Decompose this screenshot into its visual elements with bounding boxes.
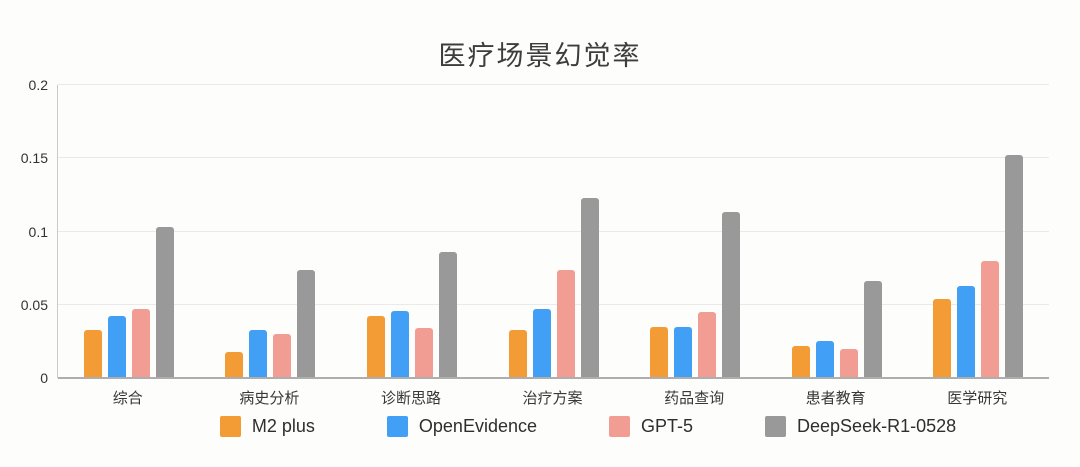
legend-item: M2 plus (219, 416, 315, 437)
legend-item: DeepSeek-R1-0528 (765, 416, 956, 437)
plot-area (57, 84, 1049, 379)
bar-group-4 (483, 85, 625, 378)
bar (155, 227, 174, 378)
gridline-0.15 (58, 157, 1049, 159)
legend-swatch-icon (219, 416, 241, 437)
bar (556, 269, 575, 378)
bar (722, 212, 741, 378)
bar-group-7 (907, 85, 1049, 378)
bar (508, 329, 527, 378)
gridline-0.1 (58, 230, 1049, 232)
bar (1005, 155, 1024, 378)
legend-label: DeepSeek-R1-0528 (797, 416, 957, 436)
bar (390, 310, 409, 378)
bar (839, 348, 858, 378)
legend-label: OpenEvidence (418, 416, 537, 436)
bar (580, 197, 599, 378)
bar-groups (58, 85, 1049, 378)
legend-label: GPT-5 (641, 416, 694, 436)
x-axis-tick-labels: 综合 病史分析 诊断思路 治疗方案 药品查询 患者教育 医学研究 (57, 387, 1048, 408)
bar (698, 312, 717, 378)
y-tick-label: 0 (40, 370, 48, 386)
x-axis-line (58, 377, 1049, 379)
bar (863, 281, 882, 378)
bar (791, 345, 810, 378)
x-tick-label: 综合 (112, 390, 143, 407)
y-tick-label: 0.1 (28, 223, 48, 240)
legend-swatch-icon (386, 416, 408, 437)
bar (532, 309, 551, 378)
bar (131, 309, 150, 378)
bar (366, 316, 385, 378)
legend: M2 plus OpenEvidence GPT-5 DeepSeek-R1-0528 (0, 416, 1080, 437)
y-tick-label: 0.2 (28, 77, 48, 93)
chart-title: 医疗场景幻觉率 (438, 41, 642, 71)
y-tick-label: 0.05 (20, 296, 48, 313)
bar (815, 341, 834, 378)
bar (957, 285, 976, 378)
bar (650, 326, 669, 378)
bar-group-3 (341, 85, 483, 378)
bar (273, 334, 292, 378)
bar (107, 316, 126, 378)
bar (674, 326, 693, 378)
bar-group-2 (200, 85, 342, 378)
bar (981, 260, 1000, 378)
legend-item: OpenEvidence (386, 416, 537, 437)
legend-swatch-icon (609, 416, 630, 437)
x-tick-label: 药品查询 (664, 390, 725, 407)
bar (297, 269, 316, 378)
bar-group-6 (766, 85, 908, 378)
gridline-0.05 (58, 303, 1049, 305)
x-tick-label: 病史分析 (239, 390, 300, 407)
legend-swatch-icon (765, 416, 787, 437)
bar (83, 329, 102, 378)
y-tick-label: 0.15 (20, 150, 48, 167)
bar (225, 351, 244, 378)
bar (933, 298, 952, 378)
x-tick-label: 诊断思路 (380, 390, 441, 407)
x-tick-label: 患者教育 (805, 390, 866, 407)
x-tick-label: 治疗方案 (522, 390, 583, 407)
bar (438, 252, 457, 378)
bar (414, 328, 433, 378)
legend-label: M2 plus (251, 416, 315, 436)
legend-item: GPT-5 (609, 416, 693, 437)
bar-group-5 (624, 85, 766, 378)
bar-group-1 (58, 85, 200, 378)
bar (249, 329, 268, 378)
gridline-0.2 (58, 84, 1049, 85)
x-tick-label: 医学研究 (947, 390, 1008, 407)
